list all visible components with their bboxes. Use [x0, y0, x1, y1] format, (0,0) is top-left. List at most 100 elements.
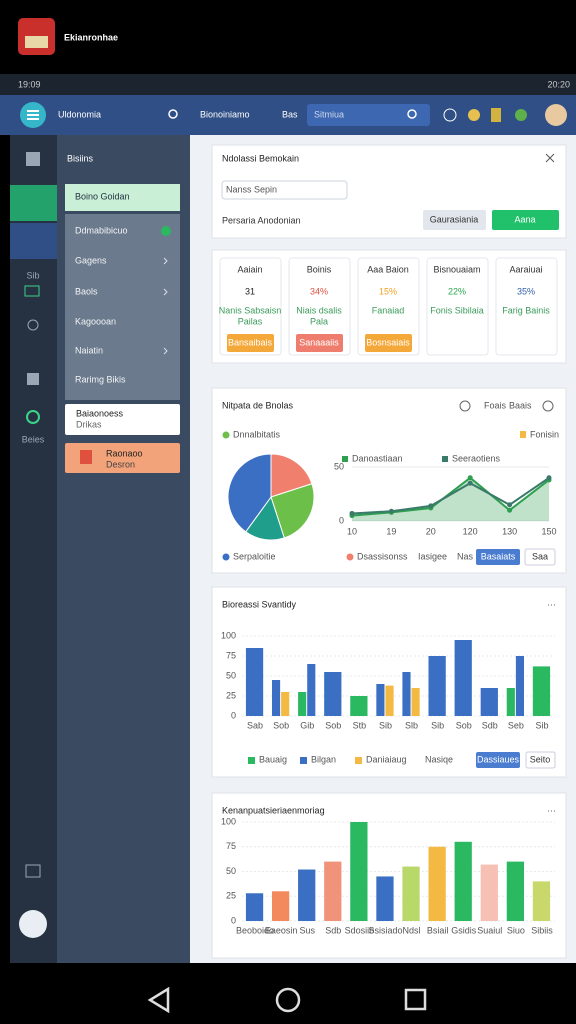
x-tick-label: Sib: [431, 720, 444, 730]
sidebar-menu: [65, 214, 180, 400]
input[interactable]: [221, 180, 348, 200]
nav-icon[interactable]: [468, 109, 480, 121]
rail-icon[interactable]: [24, 285, 40, 297]
legend-label: Seeraotiens: [452, 453, 501, 463]
x-tick-label: Seb: [508, 720, 524, 730]
button-label[interactable]: Basaiats: [481, 551, 516, 561]
sidebar-card[interactable]: [65, 404, 180, 435]
bar: [271, 891, 290, 921]
search-icon[interactable]: [459, 400, 471, 412]
button[interactable]: [525, 751, 556, 769]
footer-label: Iasigee: [418, 551, 447, 561]
search-placeholder: Sitmiua: [314, 109, 344, 119]
rail-icon[interactable]: [27, 373, 39, 385]
bar: [428, 656, 446, 716]
button[interactable]: [476, 752, 520, 768]
recents-button[interactable]: [404, 988, 427, 1011]
stat-value: 35%: [517, 286, 535, 296]
search-box[interactable]: [307, 104, 430, 126]
point: [546, 475, 552, 481]
button-label[interactable]: Gaurasiania: [430, 214, 479, 224]
rail-icon[interactable]: [26, 410, 40, 424]
button-label[interactable]: Saa: [532, 551, 548, 561]
bar: [402, 672, 411, 716]
y-tick-label: 50: [226, 866, 236, 876]
stat-label: Aaiain: [237, 264, 262, 274]
nav-icon[interactable]: [443, 108, 457, 122]
legend-label: Bilgan: [311, 754, 336, 764]
sidebar-title: Bisiins: [67, 153, 94, 163]
bar: [506, 861, 525, 921]
search-icon[interactable]: [168, 109, 178, 119]
sidebar-item[interactable]: Kagoooan: [75, 316, 116, 326]
y-tick-label: 0: [231, 710, 236, 720]
button-label[interactable]: Bosnsaiais: [366, 337, 410, 347]
button-label[interactable]: Dassiaues: [477, 754, 520, 764]
bar: [385, 685, 394, 716]
chart-card: [211, 586, 567, 778]
rail-icon[interactable]: [25, 864, 41, 878]
chevron: [163, 257, 168, 265]
x-tick-label: Beoboido: [236, 925, 274, 935]
stat-note: Nanis Sabsaisn: [219, 305, 282, 315]
rail-active[interactable]: [10, 185, 57, 221]
bar: [376, 876, 394, 921]
sidebar-item[interactable]: Boino Goidan: [75, 191, 130, 201]
button[interactable]: [476, 549, 520, 565]
more-icon: ⋯: [547, 805, 556, 815]
sidebar-active-item[interactable]: [65, 184, 180, 211]
close-icon[interactable]: [545, 153, 555, 163]
sidebar-item[interactable]: Gagens: [75, 255, 107, 265]
button[interactable]: [492, 210, 559, 230]
nav-icon[interactable]: [491, 108, 501, 122]
stat-note: Fanaiad: [372, 305, 405, 315]
button-label[interactable]: Aana: [514, 214, 535, 224]
sidebar-item[interactable]: Ddmabibicuo: [75, 225, 128, 235]
stat-button[interactable]: [365, 334, 412, 352]
x-tick-label: Stb: [353, 720, 367, 730]
button[interactable]: [423, 210, 486, 230]
input-text: Nanss Sepin: [226, 184, 277, 194]
home-button[interactable]: [275, 987, 301, 1013]
x-tick-label: 120: [463, 526, 478, 536]
x-tick-label: Slb: [405, 720, 418, 730]
bar: [281, 692, 290, 716]
sidebar-item[interactable]: Baols: [75, 286, 98, 296]
stat-button[interactable]: [227, 334, 274, 352]
status-time: 19:09: [18, 79, 41, 89]
brand: Uldonomia: [58, 109, 101, 119]
legend-label: Serpaloitie: [233, 551, 276, 561]
nav-icon[interactable]: [515, 109, 527, 121]
rail-item[interactable]: [10, 223, 57, 259]
back-button[interactable]: [147, 986, 170, 1014]
avatar[interactable]: [545, 104, 567, 126]
point: [507, 507, 513, 513]
x-tick-label: Sob: [456, 720, 472, 730]
menu-item[interactable]: Baais: [509, 400, 532, 410]
legend-swatch: [342, 456, 348, 462]
nav-link[interactable]: Bionoiniamo: [200, 109, 250, 119]
rail-icon[interactable]: [27, 319, 39, 331]
nav-link[interactable]: Bas: [282, 109, 298, 119]
area: [352, 477, 549, 521]
bar: [480, 688, 498, 716]
y-tick-label: 50: [226, 670, 236, 680]
button-label[interactable]: Sanaaaiis: [299, 337, 339, 347]
stat-button[interactable]: [296, 334, 343, 352]
menu-item[interactable]: Foais: [484, 400, 507, 410]
legend-swatch: [520, 431, 526, 438]
info-icon[interactable]: [542, 400, 554, 412]
sidebar-card[interactable]: [65, 443, 180, 473]
button-label[interactable]: Seito: [530, 754, 551, 764]
y-tick-label: 100: [221, 630, 236, 640]
x-tick-label: Ssisiado: [368, 925, 402, 935]
button-label[interactable]: Bansaibais: [228, 337, 273, 347]
rail-icon[interactable]: [26, 152, 40, 166]
legend-label: Bauaig: [259, 754, 287, 764]
sidebar-item[interactable]: Rarimg Bikis: [75, 374, 126, 384]
chevron: [163, 347, 168, 355]
button[interactable]: [524, 548, 556, 566]
profile[interactable]: [19, 910, 47, 938]
x-tick-label: Sdb: [325, 925, 341, 935]
sidebar-item[interactable]: Naiatin: [75, 345, 103, 355]
